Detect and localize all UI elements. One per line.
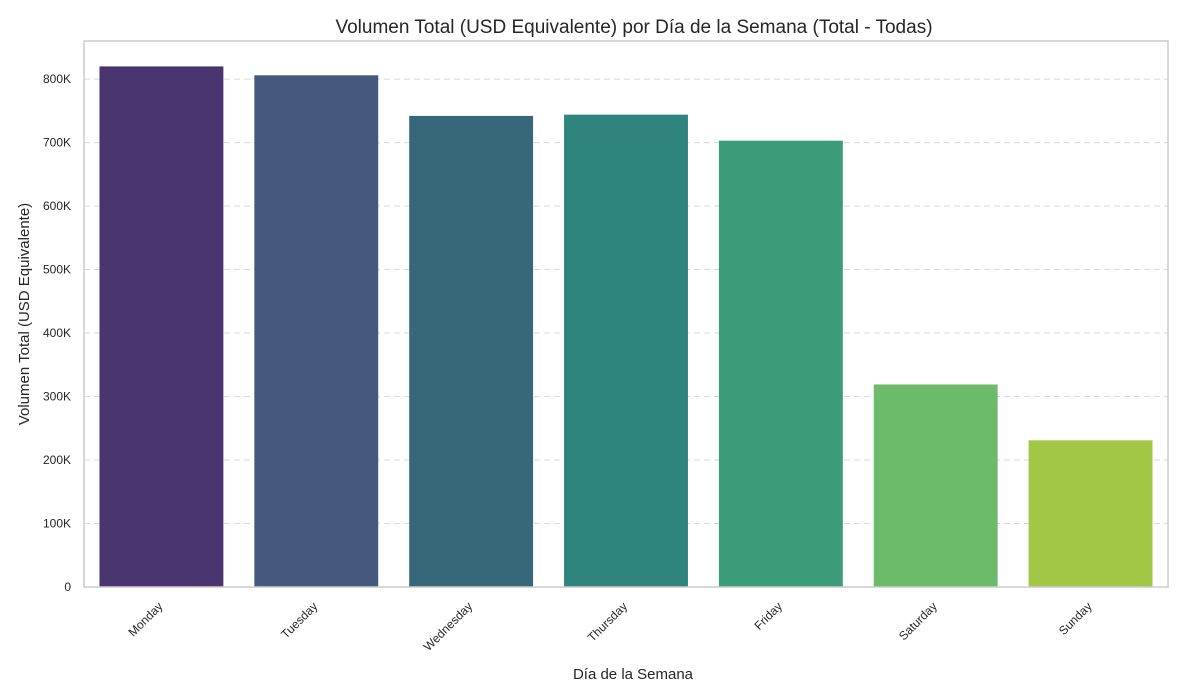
- bar-tuesday: [254, 75, 379, 587]
- y-tick-label: 300K: [43, 390, 71, 404]
- y-tick-label: 800K: [43, 72, 71, 86]
- y-tick-label: 600K: [43, 199, 71, 213]
- plot-frame: [83, 40, 1169, 588]
- bars: [99, 66, 1153, 588]
- bar-sunday: [1028, 440, 1153, 587]
- chart-title: Volumen Total (USD Equivalente) por Día …: [335, 17, 932, 38]
- y-tick-label: 100K: [43, 517, 71, 531]
- x-tick-label: Monday: [125, 599, 165, 639]
- bar-friday: [718, 140, 843, 587]
- bar-monday: [99, 66, 224, 588]
- bar-thursday: [564, 114, 688, 587]
- y-tick-label: 400K: [43, 326, 71, 340]
- x-tick-label: Sunday: [1056, 599, 1095, 638]
- y-axis-ticks: 0 100K 200K 300K 400K 500K 600K 700K 800K: [43, 72, 71, 594]
- x-axis-ticks: Monday Tuesday Wednesday Thursday Friday Satu…: [125, 599, 1094, 654]
- y-tick-label: 200K: [43, 453, 71, 467]
- x-tick-label: Friday: [752, 599, 785, 632]
- y-axis-label: Volumen Total (USD Equivalente): [16, 203, 33, 425]
- x-axis-label: Día de la Semana: [573, 666, 694, 683]
- y-tick-label: 0: [64, 580, 71, 594]
- x-tick-label: Wednesday: [421, 599, 476, 654]
- bar-saturday: [873, 384, 998, 587]
- y-tick-label: 700K: [43, 136, 71, 150]
- y-tick-label: 500K: [43, 263, 71, 277]
- x-tick-label: Tuesday: [278, 599, 320, 641]
- bar-wednesday: [409, 115, 534, 587]
- x-tick-label: Thursday: [585, 599, 630, 644]
- x-tick-label: Saturday: [896, 599, 940, 643]
